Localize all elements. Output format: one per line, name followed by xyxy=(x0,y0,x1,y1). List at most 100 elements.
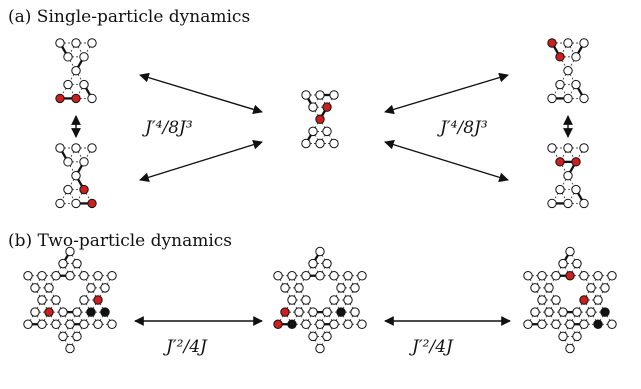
empty-site xyxy=(322,331,332,342)
empty-site xyxy=(563,93,573,104)
empty-site xyxy=(308,307,318,317)
empty-site xyxy=(565,343,575,354)
empty-site xyxy=(579,319,589,329)
empty-site xyxy=(51,271,61,281)
empty-site xyxy=(563,171,573,181)
red-particle xyxy=(71,93,81,104)
empty-site xyxy=(315,246,325,257)
empty-site xyxy=(579,93,589,104)
config-a-top-right xyxy=(547,38,589,104)
empty-site xyxy=(63,52,73,62)
arrow-a-bottom-left xyxy=(139,139,263,183)
empty-site xyxy=(71,171,81,181)
empty-site xyxy=(350,307,360,317)
empty-site xyxy=(607,271,617,281)
empty-site xyxy=(79,52,89,62)
rate-label-a-left: J′⁴/8J³ xyxy=(142,118,193,138)
empty-site xyxy=(280,283,290,293)
empty-site xyxy=(58,258,68,269)
empty-site xyxy=(87,38,97,48)
red-particle xyxy=(547,38,557,48)
empty-site xyxy=(336,283,346,293)
empty-site xyxy=(51,295,61,305)
black-particle xyxy=(600,307,610,317)
red-particle xyxy=(322,102,332,112)
red-particle xyxy=(280,307,290,317)
empty-site xyxy=(579,271,589,281)
empty-site xyxy=(30,307,40,317)
empty-site xyxy=(523,271,533,281)
empty-site xyxy=(315,90,325,100)
arrow-a-bottom-right xyxy=(384,139,509,183)
empty-site xyxy=(565,319,575,329)
empty-site xyxy=(71,66,81,76)
empty-site xyxy=(63,79,73,90)
empty-site xyxy=(107,271,117,281)
empty-site xyxy=(58,331,68,342)
empty-site xyxy=(607,319,617,329)
empty-site xyxy=(563,38,573,48)
red-particle xyxy=(79,184,89,195)
empty-site xyxy=(572,331,582,342)
empty-site xyxy=(55,38,65,48)
empty-site xyxy=(23,271,33,281)
empty-site xyxy=(79,319,89,329)
empty-site xyxy=(544,283,554,293)
empty-site xyxy=(530,283,540,293)
empty-site xyxy=(107,319,117,329)
empty-site xyxy=(558,258,568,269)
empty-site xyxy=(547,143,557,153)
empty-site xyxy=(37,319,47,329)
empty-site xyxy=(301,138,311,149)
empty-site xyxy=(523,319,533,329)
empty-site xyxy=(273,271,283,281)
red-particle xyxy=(273,319,283,329)
empty-site xyxy=(308,126,318,137)
empty-site xyxy=(537,319,547,329)
black-particle xyxy=(86,307,96,317)
red-particle xyxy=(579,295,589,305)
empty-site xyxy=(322,258,332,269)
empty-site xyxy=(322,126,332,137)
empty-site xyxy=(350,283,360,293)
config-b-left xyxy=(23,246,117,354)
empty-site xyxy=(37,295,47,305)
empty-site xyxy=(87,93,97,104)
arrow-a-top-right xyxy=(384,72,509,115)
empty-site xyxy=(65,246,75,257)
empty-site xyxy=(572,258,582,269)
empty-site xyxy=(544,307,554,317)
red-particle xyxy=(87,198,97,209)
empty-site xyxy=(79,271,89,281)
rate-label-b-right: J′²/4J xyxy=(409,337,454,357)
panel-b-label: (b) Two-particle dynamics xyxy=(8,231,232,251)
empty-site xyxy=(287,271,297,281)
config-a-bottom-right xyxy=(547,143,589,209)
empty-site xyxy=(547,93,557,104)
empty-site xyxy=(308,102,318,112)
red-particle xyxy=(315,114,325,124)
black-particle xyxy=(287,319,297,329)
empty-site xyxy=(315,343,325,354)
empty-site xyxy=(537,271,547,281)
empty-site xyxy=(329,90,339,100)
rate-label-a-right: J′⁴/8J³ xyxy=(437,118,488,138)
empty-site xyxy=(563,198,573,209)
empty-site xyxy=(343,319,353,329)
panel-a-label: (a) Single-particle dynamics xyxy=(8,7,250,27)
empty-site xyxy=(563,143,573,153)
empty-site xyxy=(357,319,367,329)
empty-site xyxy=(301,319,311,329)
config-a-center xyxy=(301,90,339,149)
empty-site xyxy=(530,307,540,317)
empty-site xyxy=(294,283,304,293)
empty-site xyxy=(100,283,110,293)
empty-site xyxy=(308,258,318,269)
red-particle xyxy=(571,157,581,167)
empty-site xyxy=(51,319,61,329)
lattice-configurations xyxy=(23,38,617,354)
empty-site xyxy=(579,143,589,153)
black-particle xyxy=(593,319,603,329)
empty-site xyxy=(571,184,581,195)
